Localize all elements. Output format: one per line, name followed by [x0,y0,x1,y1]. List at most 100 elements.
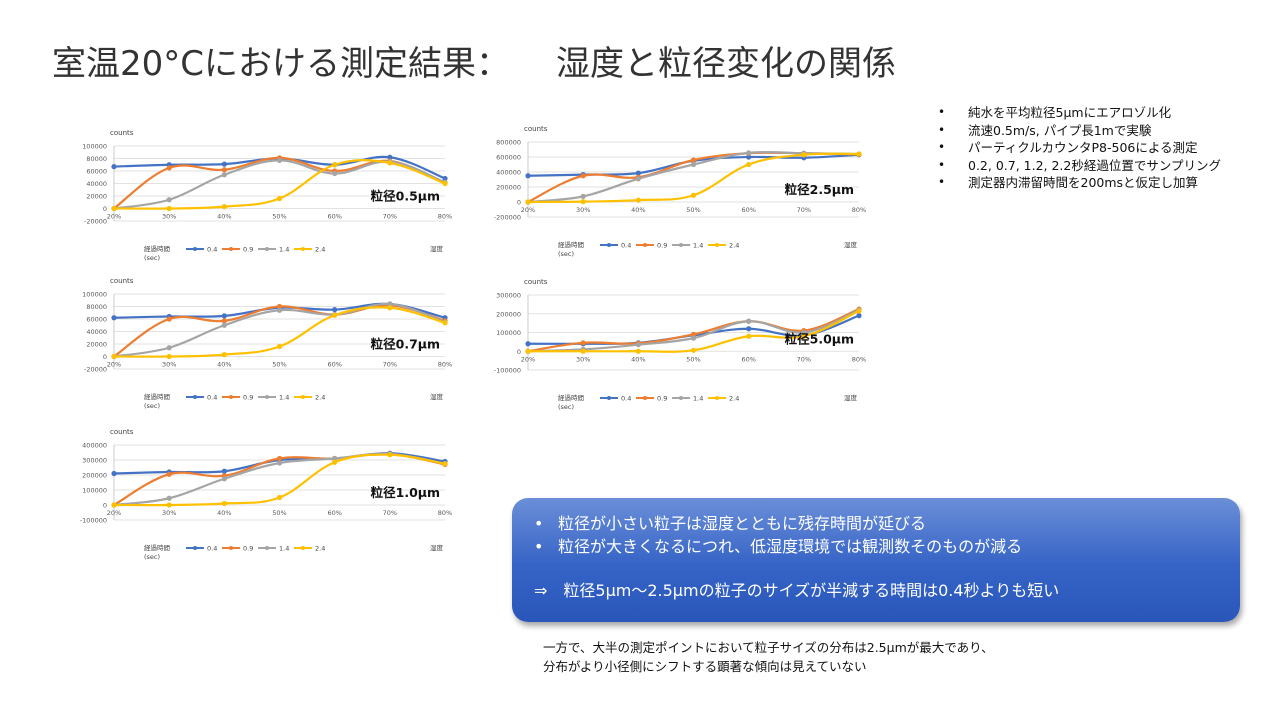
y-tick-label: 20000 [86,193,107,201]
legend-marker [265,395,269,399]
data-point [690,335,697,341]
data-point [166,345,172,351]
data-point [332,307,338,313]
y-tick-label: 40000 [86,328,107,336]
data-point [746,154,752,160]
condition-item: 流速0.5m/s, パイプ長1mで実験 [938,122,1221,140]
data-point [442,175,448,182]
chart-title: 粒径5.0μm [785,331,854,346]
data-point [221,318,227,324]
y-tick-label: -100000 [494,367,521,375]
summary-item: 粒径が小さい粒子は湿度とともに残存時間が延びる [530,512,1222,535]
x-tick-label: 50% [272,361,286,369]
y-tick-label: 0 [517,199,521,207]
y-tick-label: 200000 [496,310,521,318]
data-point [387,305,393,311]
data-point [746,318,752,324]
condition-item: 測定器内滞留時間を200msと仮定し加算 [938,174,1221,192]
data-point [442,461,448,467]
legend-title: 経過時間 [144,392,170,401]
x-tick-label: 80% [438,213,452,221]
legend-entry: 1.4 [693,395,703,403]
data-point [746,326,752,332]
legend-marker [229,546,233,550]
data-point [801,329,807,336]
x-tick-label: 70% [383,509,397,517]
y-axis-label: counts [110,129,134,137]
chart-title: 粒径1.0μm [371,485,440,500]
legend-title: (sec) [144,553,160,561]
y-tick-label: 100000 [82,291,107,299]
legend-entry: 1.4 [693,242,703,250]
experiment-conditions-list: 純水を平均粒径5μmにエアロゾル化 流速0.5m/s, パイプ長1mで実験 パー… [938,104,1221,192]
condition-item: 0.2, 0.7, 1.2, 2.2秒経過位置でサンプリング [938,157,1221,175]
data-point [166,165,172,171]
y-tick-label: 400000 [82,442,107,450]
legend-title: (sec) [144,254,160,262]
data-point [221,167,227,173]
data-point [221,161,227,167]
y-tick-label: 200000 [82,472,107,480]
x-axis-label: 湿度 [844,393,858,402]
legend-title: 経過時間 [558,240,584,249]
x-tick-label: 40% [217,509,231,517]
data-point [442,320,448,326]
chart-svg: counts -20000 0 20000 40000 60000 80000 100000 2… [82,129,452,262]
x-axis-label: 湿度 [430,543,444,552]
condition-item: パーティクルカウンタP8-506による測定 [938,139,1221,157]
legend-entry: 1.4 [279,394,289,402]
data-point [276,157,283,163]
legend-marker [229,395,233,399]
chart-title: 粒径0.5μm [371,189,440,204]
x-tick-label: 40% [217,361,231,369]
footnote-line: 分布がより小径側にシフトする顕著な傾向は見えていない [543,659,867,674]
data-point [221,204,227,210]
data-point [442,180,448,187]
chart-title: 粒径2.5μm [785,182,854,197]
x-tick-label: 70% [383,361,397,369]
legend-title: 経過時間 [144,543,170,552]
y-tick-label: 20000 [86,341,107,349]
legend-marker [193,546,197,550]
y-tick-label: 0 [103,353,107,361]
data-point [332,312,338,318]
legend-entry: 0.4 [621,242,631,250]
x-tick-label: 70% [797,355,811,363]
y-tick-label: 300000 [82,457,107,465]
data-point [276,307,283,313]
x-tick-label: 30% [576,206,590,214]
data-point [332,170,338,177]
x-tick-label: 80% [852,206,866,214]
legend-title: (sec) [558,250,574,258]
legend-marker [301,395,305,399]
x-tick-label: 70% [383,213,397,221]
data-point [580,348,586,354]
data-point [387,154,393,160]
legend-entry: 1.4 [279,246,289,254]
data-point [166,471,172,477]
legend-marker [265,247,269,251]
legend-marker [643,243,647,247]
data-point [332,162,338,168]
footnote: 一方で、大半の測定ポイントにおいて粒子サイズの分布は2.5μmが最大であり、 分… [543,638,994,676]
legend-marker [679,243,683,247]
legend-entry: 0.9 [657,242,667,250]
x-tick-label: 50% [686,355,700,363]
legend-title: (sec) [144,402,160,410]
data-point [580,193,586,199]
data-point [166,316,172,322]
summary-conclusion: ⇒ 粒径5μm〜2.5μmの粒子のサイズが半減する時間は0.4秒よりも短い [534,581,1060,600]
data-point [276,303,283,310]
x-tick-label: 20% [107,361,121,369]
legend-entry: 0.4 [207,394,217,402]
y-axis-label: counts [110,428,134,436]
data-point [111,502,117,508]
legend-marker [679,396,683,400]
data-point [166,495,172,501]
data-point [525,199,531,205]
x-tick-label: 20% [107,509,121,517]
legend-entry: 0.9 [243,545,253,553]
chart-1-0um: counts -100000 0 100000 200000 300000 400000 20… [80,425,460,565]
y-tick-label: 100000 [82,487,107,495]
legend-entry: 0.4 [621,395,631,403]
